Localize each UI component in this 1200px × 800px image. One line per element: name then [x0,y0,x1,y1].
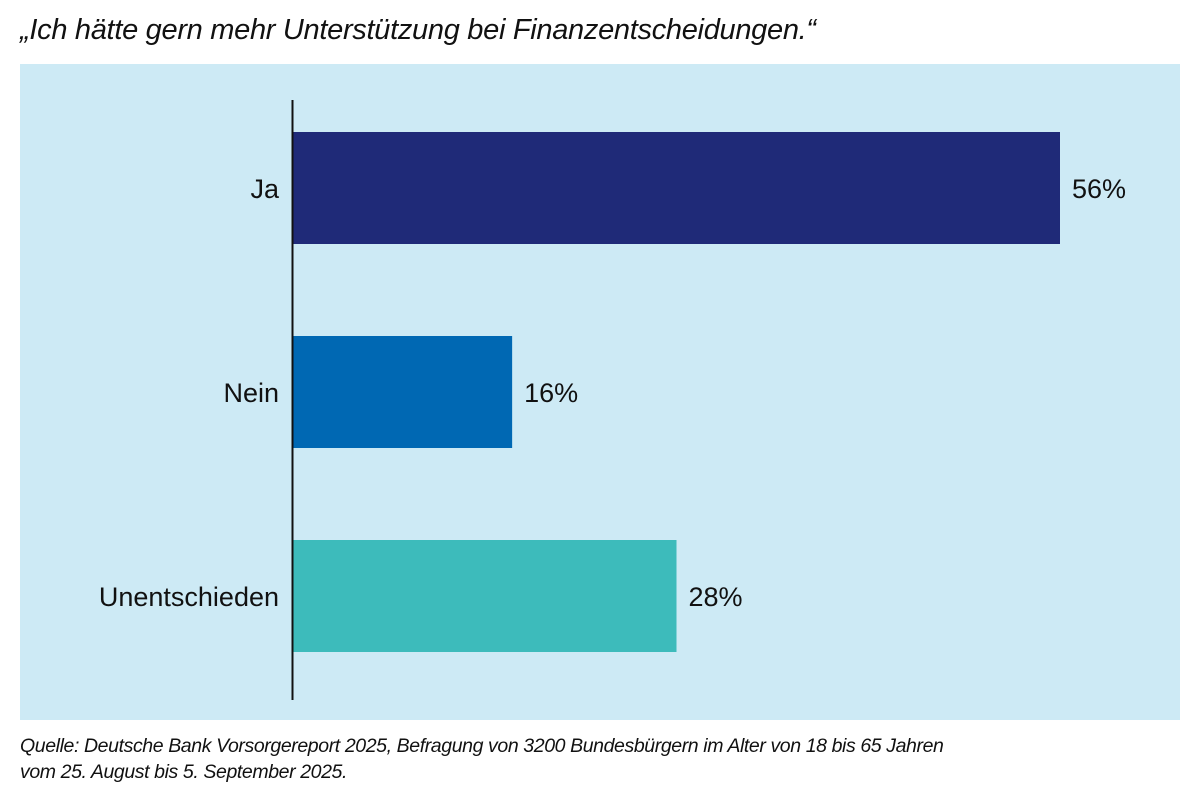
bar-ja [293,132,1060,244]
source-line-1: Quelle: Deutsche Bank Vorsorgereport 202… [20,735,944,757]
category-label: Ja [250,174,280,204]
category-label: Nein [223,378,279,408]
value-label: 56% [1072,174,1126,204]
bar-unentschieden [293,540,677,652]
value-label: 28% [689,582,743,612]
chart-title: „Ich hätte gern mehr Unterstützung bei F… [20,14,816,46]
bar-nein [293,336,513,448]
value-label: 16% [524,378,578,408]
source-line-2: vom 25. August bis 5. September 2025. [20,761,348,783]
source-note: Quelle: Deutsche Bank Vorsorgereport 202… [20,733,1180,785]
chart-area: Ja 56% Nein 16% Unentschieden 28% [20,64,1180,720]
category-label: Unentschieden [99,582,279,612]
